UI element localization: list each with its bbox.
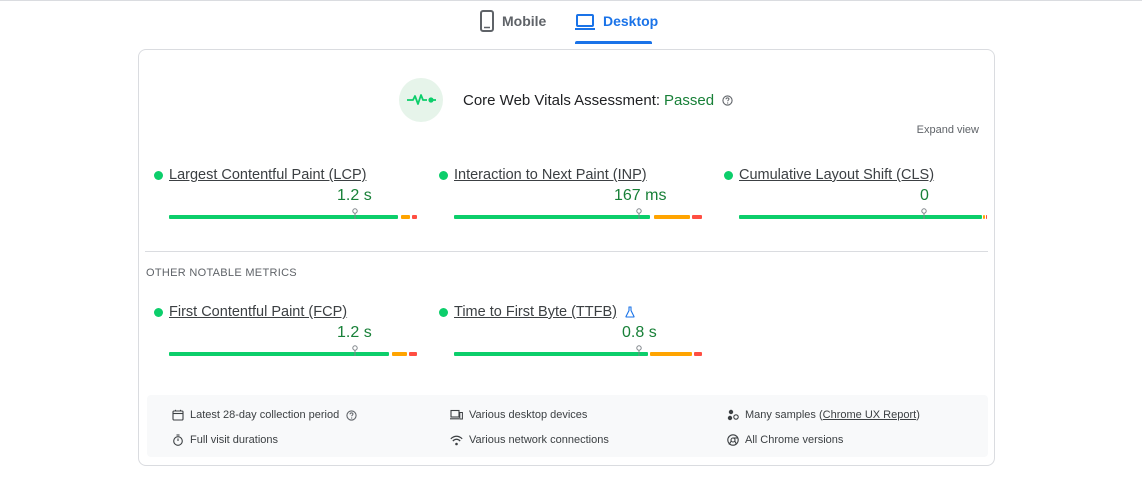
devices-text: Various desktop devices [469,409,588,421]
assessment-title: Core Web Vitals Assessment: [463,91,661,109]
assessment-status: Passed [664,91,715,109]
phone-icon [480,10,494,32]
percentile-marker-icon [636,208,642,219]
percentile-marker-icon [352,345,358,356]
bar-average-segment [401,215,410,219]
metric-ttfb: Time to First Byte (TTFB) 0.8 s [439,302,702,362]
active-tab-indicator [575,41,652,44]
tab-desktop-label: Desktop [603,13,659,29]
bar-poor-segment [412,215,417,219]
status-dot [724,170,733,180]
visit-durations-text: Full visit durations [190,434,279,446]
metric-cls-name[interactable]: Cumulative Layout Shift (CLS) [739,167,935,183]
wifi-icon [450,435,463,445]
status-dot [439,307,448,317]
info-collection-period: Latest 28-day collection period [172,408,363,422]
status-dot [154,170,163,180]
metric-lcp-value: 1.2 s [337,187,372,204]
metric-inp-value: 167 ms [614,187,667,204]
bar-average-segment [650,352,692,356]
bar-poor-segment [985,215,987,219]
connections-text: Various network connections [469,434,609,446]
other-metrics-heading: OTHER NOTABLE METRICS [146,267,297,279]
laptop-icon [575,14,595,30]
metric-ttfb-value: 0.8 s [622,324,657,341]
info-samples: Many samples (Chrome UX Report) [727,408,920,422]
percentile-marker-icon [921,208,927,219]
help-icon[interactable] [346,409,357,421]
bar-average-segment [654,215,690,219]
chrome-ux-report-link[interactable]: Chrome UX Report [822,409,917,421]
metric-inp-distribution-bar [454,208,702,219]
info-visit-durations: Full visit durations [172,433,278,447]
bar-poor-segment [409,352,417,356]
tab-mobile[interactable]: Mobile [480,10,546,44]
metric-cls: Cumulative Layout Shift (CLS) 0 [724,165,987,225]
top-rule [0,0,1142,1]
calendar-icon [172,409,184,421]
metric-cls-distribution-bar [739,208,987,219]
core-web-vitals-card: Core Web Vitals Assessment: Passed Expan… [138,49,995,466]
bar-good-segment [454,352,648,356]
chrome-icon [727,434,739,446]
samples-prefix: Many samples ( [745,409,823,421]
metric-fcp-name[interactable]: First Contentful Paint (FCP) [169,304,348,320]
tab-mobile-label: Mobile [502,13,547,29]
bar-average-segment [392,352,407,356]
status-dot [439,170,448,180]
bar-good-segment [169,352,389,356]
metric-fcp-distribution-bar [169,345,417,356]
metric-fcp: First Contentful Paint (FCP) 1.2 s [154,302,417,362]
expand-view-link[interactable]: Expand view [916,124,979,136]
data-info-panel: Latest 28-day collection period Full vis… [147,395,988,457]
metric-inp-name[interactable]: Interaction to Next Paint (INP) [454,167,647,183]
bar-poor-segment [692,215,702,219]
metric-cls-value: 0 [920,187,929,204]
assessment-header: Core Web Vitals Assessment: Passed [399,78,733,122]
help-icon[interactable] [722,94,733,106]
section-divider [145,251,988,252]
bar-good-segment [454,215,650,219]
status-dot [154,307,163,317]
chrome-versions-text: All Chrome versions [745,434,844,446]
samples-suffix: ) [916,409,920,421]
bar-poor-segment [694,352,702,356]
metric-lcp-distribution-bar [169,208,417,219]
collection-period-text: Latest 28-day collection period [190,409,340,421]
metric-lcp: Largest Contentful Paint (LCP) 1.2 s [154,165,417,225]
metric-ttfb-name[interactable]: Time to First Byte (TTFB) [454,304,617,320]
percentile-marker-icon [352,208,358,219]
metric-lcp-name[interactable]: Largest Contentful Paint (LCP) [169,167,367,183]
bar-good-segment [169,215,398,219]
devices-icon [450,409,463,420]
info-chrome-versions: All Chrome versions [727,433,843,447]
info-connections: Various network connections [450,433,609,447]
info-devices: Various desktop devices [450,408,587,422]
percentile-marker-icon [636,345,642,356]
flask-icon [625,306,635,318]
bar-average-segment [983,215,985,219]
metric-fcp-value: 1.2 s [337,324,372,341]
pulse-icon [399,78,443,122]
device-tabs: Mobile Desktop [0,0,1142,44]
samples-icon [727,409,739,421]
bar-good-segment [739,215,982,219]
tab-desktop[interactable]: Desktop [575,10,658,44]
metric-ttfb-distribution-bar [454,345,702,356]
stopwatch-icon [173,434,183,446]
metric-inp: Interaction to Next Paint (INP) 167 ms [439,165,702,225]
